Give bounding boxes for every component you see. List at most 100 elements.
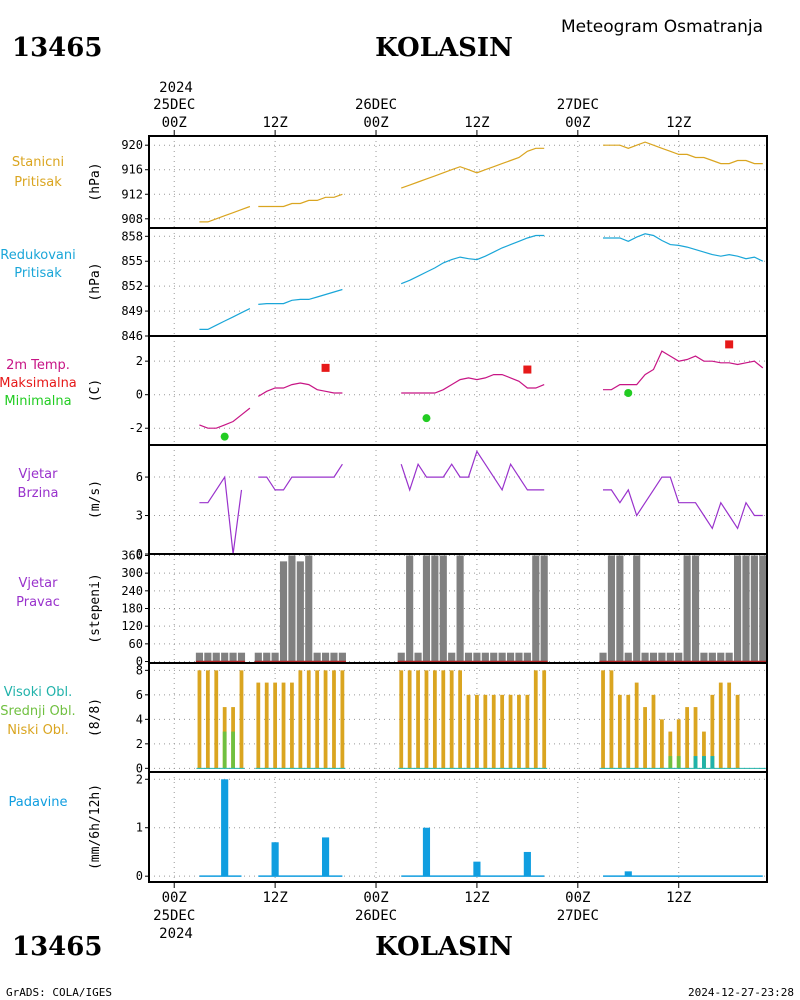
cloud-bar: [290, 682, 294, 769]
y-tick-label: 912: [121, 187, 143, 201]
top-tick-hour: 12Z: [666, 115, 691, 131]
bottom-tick-hour: 00Z: [565, 890, 590, 906]
wind-dir-bar: [212, 652, 220, 662]
wind-dir-bar: [263, 652, 271, 662]
y-tick-label: 846: [121, 329, 143, 343]
panel-clouds: 0 2 4 6 8 (8/8) Visoki Obl. Srednji Obl. Niski O…: [0, 662, 768, 775]
wind-dir-bar: [498, 652, 506, 662]
cloud-bar: [651, 694, 656, 769]
wind-dir-bar: [515, 652, 523, 662]
panel-label: Pritisak: [14, 175, 62, 190]
cloud-bar: [466, 694, 471, 769]
y-tick-label: 300: [121, 566, 143, 580]
wind-dir-bar: [254, 652, 262, 662]
station-name-top: KOLASIN: [375, 33, 513, 63]
top-tick-date: 25DEC: [153, 97, 195, 113]
cloud-bar: [685, 707, 690, 769]
y-tick-label: 0: [136, 547, 143, 561]
wind-dir-bar: [641, 652, 649, 662]
wind-dir-bar: [456, 555, 464, 662]
precip-bar: [523, 851, 531, 877]
cloud-bar: [264, 682, 269, 769]
wind-dir-bar: [221, 652, 229, 662]
panel-wind_direction: 0 60 120 180 240 300 360 (stepeni) Vjetar Pravac: [16, 548, 768, 669]
plot-area-temperature: [199, 340, 764, 441]
series-line: [199, 407, 251, 429]
cloud-bar: [517, 694, 521, 769]
top-tick-hour: 00Z: [363, 115, 388, 131]
cloud-bar: [676, 756, 681, 769]
wind-dir-bar: [397, 652, 405, 662]
panel-frame: [148, 227, 768, 337]
plot-area-wind_direction: [195, 555, 767, 663]
wind-dir-bar: [717, 652, 725, 662]
wind-dir-bar: [296, 561, 304, 662]
y-axis-label: (8/8): [88, 698, 103, 737]
wind-dir-bar: [481, 652, 489, 662]
year-top: 2024: [159, 80, 193, 96]
y-tick-label: 180: [121, 602, 143, 616]
cloud-bar: [617, 694, 622, 769]
y-tick-label: 849: [121, 304, 143, 318]
wind-dir-bar: [725, 652, 733, 662]
precip-bar: [271, 842, 279, 877]
bottom-tick-date: 26DEC: [355, 908, 397, 924]
cloud-bar: [449, 670, 454, 769]
series-line: [199, 205, 251, 223]
cloud-bar: [693, 707, 698, 769]
y-tick-label: 0: [136, 761, 143, 775]
bottom-tick-date: 25DEC: [153, 908, 195, 924]
y-tick-label: 4: [136, 712, 143, 726]
cloud-bar: [483, 694, 488, 769]
cloud-bar: [416, 670, 420, 769]
top-time-axis: 25DEC 00Z 12Z 26DEC 00Z 12Z 27DEC 00Z 12Z: [153, 97, 691, 136]
panel-label: Niski Obl.: [7, 723, 69, 738]
wind-dir-bar: [658, 652, 666, 662]
wind-dir-bar: [279, 561, 288, 662]
series-line: [603, 476, 763, 530]
wind-dir-bar: [271, 652, 279, 662]
panel-label: Stanicni: [12, 155, 64, 170]
wind-dir-bar: [523, 652, 531, 662]
y-tick-label: 360: [121, 548, 143, 562]
series-line: [258, 193, 343, 208]
panel-label: Redukovani: [0, 248, 75, 263]
cloud-bar: [424, 670, 429, 769]
precip-bar: [221, 779, 229, 877]
panel-reduced_pressure: 846 849 852 855 858 (hPa) Redukovani Pritisak: [0, 227, 768, 343]
series-line: [400, 234, 545, 285]
wind-dir-bar: [633, 555, 641, 662]
precip-bar: [473, 861, 481, 877]
wind-dir-bar: [742, 555, 750, 662]
tmax-point: [321, 363, 330, 372]
wind-dir-bar: [237, 652, 246, 662]
series-line: [199, 308, 251, 330]
cloud-bar: [533, 670, 538, 769]
wind-dir-bar: [288, 555, 296, 662]
cloud-bar: [710, 756, 715, 769]
cloud-bar: [668, 731, 673, 769]
precip-bar: [321, 837, 330, 877]
wind-dir-bar: [700, 652, 708, 662]
plot-area-wind_speed: [199, 450, 763, 554]
panel-frame: [148, 444, 768, 555]
wind-dir-bar: [448, 652, 456, 662]
y-tick-label: 60: [129, 637, 143, 651]
wind-dir-bar: [431, 555, 439, 662]
wind-dir-bar: [750, 555, 758, 662]
cloud-bar: [205, 670, 210, 769]
top-tick-hour: 00Z: [565, 115, 590, 131]
top-tick-hour: 12Z: [464, 115, 489, 131]
cloud-bar: [332, 670, 336, 769]
y-tick-label: 0: [136, 655, 143, 669]
credit: GrADS: COLA/IGES: [6, 986, 112, 999]
cloud-bar: [626, 694, 631, 769]
plot-area-reduced_pressure: [199, 233, 764, 330]
plot-area-clouds: [196, 670, 766, 769]
wind-dir-bar: [406, 555, 414, 662]
cloud-bar: [432, 670, 437, 769]
bottom-tick-hour: 00Z: [162, 890, 187, 906]
bottom-tick-hour: 12Z: [666, 890, 691, 906]
wind-dir-bar: [338, 652, 346, 662]
